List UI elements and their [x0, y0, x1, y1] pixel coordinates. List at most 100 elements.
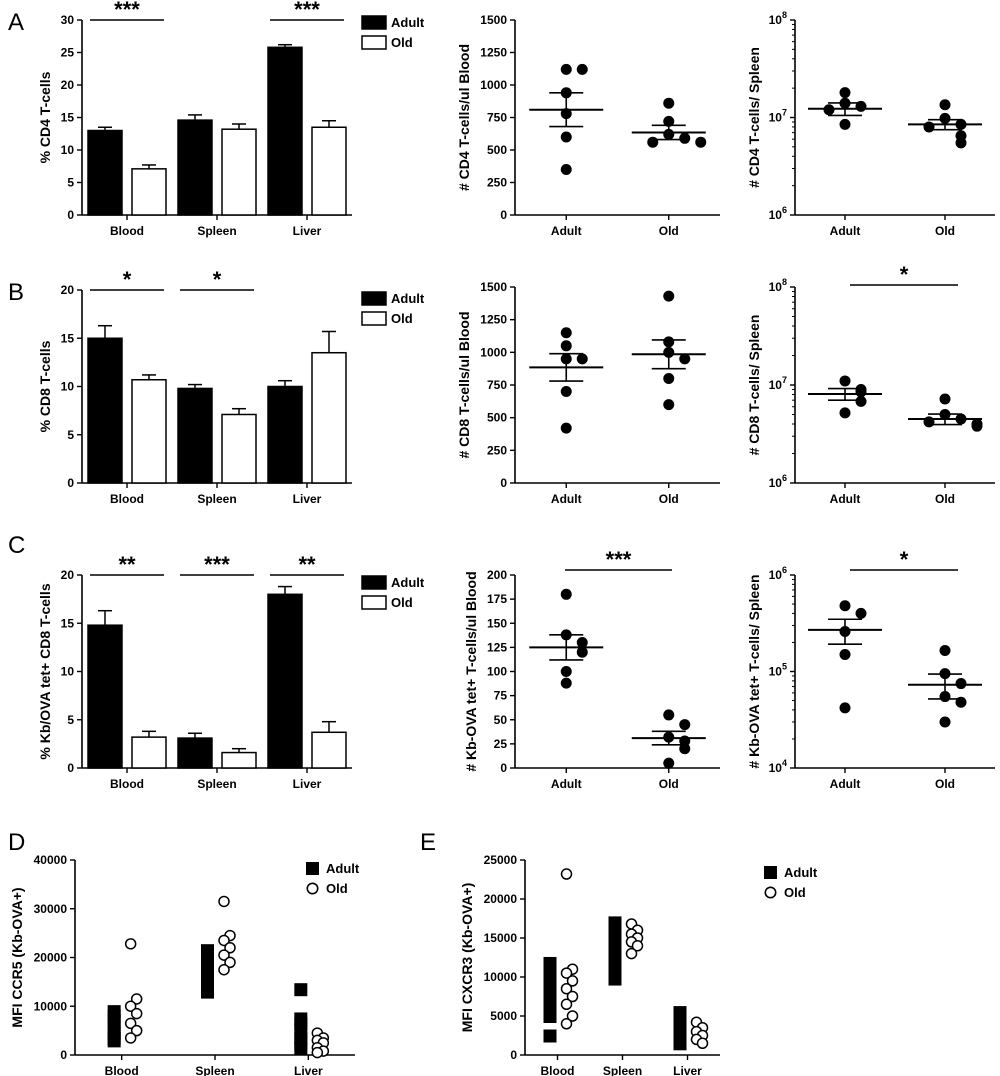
data-point: [560, 340, 572, 352]
y-tick-label: 10: [61, 380, 75, 394]
data-point: [663, 709, 675, 721]
bar-old: [311, 351, 347, 484]
legend-label: Old: [391, 311, 413, 326]
y-tick-label: 10000: [484, 970, 518, 984]
data-point-old: [130, 993, 143, 1005]
y-tick-label: 0: [500, 476, 507, 490]
chart-B2: 0 250 500 750 1000 1250 1500 # CD8 T-cells/ul B…: [456, 280, 720, 506]
significance-stars: **: [118, 552, 136, 577]
y-tick-label: 1500: [480, 280, 507, 294]
data-point-old: [218, 934, 230, 947]
legend: Adult Old: [306, 861, 360, 896]
data-point-adult: [608, 972, 622, 986]
data-point-old: [311, 1046, 324, 1059]
panel-label: A: [8, 9, 24, 36]
x-tick-label: Spleen: [603, 1064, 642, 1076]
chart-A2: 0 250 500 750 1000 1250 1500 # CD4 T-cells/ul B…: [456, 13, 720, 238]
y-tick-label: 750: [487, 378, 507, 392]
data-point: [560, 386, 572, 398]
legend-swatch-adult: [361, 15, 387, 30]
data-point: [839, 702, 851, 714]
y-tick-label: 10000: [34, 999, 68, 1013]
x-tick-label: Blood: [110, 777, 144, 791]
y-tick-label: 500: [487, 411, 507, 425]
x-tick-label: Adult: [551, 777, 582, 791]
x-tick-label: Spleen: [197, 224, 236, 238]
bar-adult: [177, 387, 213, 484]
y-tick-label: 106: [769, 473, 787, 490]
y-axis-title: % Kb/OVA tet+ CD8 T-cells: [37, 583, 53, 759]
x-tick-label: Blood: [110, 224, 144, 238]
data-point: [839, 407, 851, 419]
y-tick-label: 30: [61, 13, 75, 27]
y-tick-label: 5000: [490, 1009, 517, 1023]
y-tick-label: 5: [67, 176, 74, 190]
y-tick-label: 10: [61, 665, 75, 679]
legend-label: Old: [784, 885, 806, 900]
bar-old: [221, 413, 257, 484]
data-point-old: [218, 895, 230, 908]
data-point: [939, 393, 951, 405]
bar-old: [131, 736, 167, 769]
bar-old: [311, 126, 347, 216]
data-point: [823, 104, 835, 116]
y-tick-label: 107: [769, 108, 787, 125]
data-point: [560, 164, 572, 175]
y-tick-label: 750: [487, 111, 507, 125]
data-point: [923, 121, 935, 133]
data-point: [576, 63, 588, 75]
x-tick-label: Liver: [673, 1064, 702, 1076]
data-point: [679, 353, 691, 365]
data-point-old: [566, 1010, 579, 1022]
data-point: [663, 757, 675, 769]
bar-old: [221, 751, 257, 769]
chart-C1: C 0 5 10 15 20 % Kb/OVA tet+ CD8 T-cells Blood S…: [8, 532, 425, 791]
data-point-old: [560, 998, 573, 1011]
data-point: [663, 399, 675, 411]
y-axis-title: # CD8 T-cells/ul Blood: [456, 311, 472, 458]
data-point: [663, 372, 675, 384]
x-tick-label: Old: [935, 492, 955, 506]
y-tick-label: 0: [67, 761, 74, 775]
data-point: [939, 99, 951, 111]
panel-label: B: [8, 279, 24, 306]
x-tick-label: Old: [935, 777, 955, 791]
y-tick-label: 20: [61, 568, 75, 582]
y-tick-label: 250: [487, 176, 507, 190]
data-point: [560, 588, 572, 600]
y-tick-label: 0: [60, 1048, 67, 1062]
y-tick-label: 20: [61, 283, 75, 297]
legend: Adult Old: [361, 15, 425, 50]
y-tick-label: 15: [61, 111, 75, 125]
y-axis-title: % CD8 T-cells: [37, 340, 53, 432]
legend-swatch-old: [361, 35, 387, 50]
y-axis-title: # CD8 T-cells/ Spleen: [746, 315, 762, 456]
data-point: [663, 97, 675, 109]
data-point: [576, 353, 588, 365]
significance-stars: *: [213, 267, 222, 292]
legend-label: Adult: [391, 575, 425, 590]
legend-label: Old: [391, 35, 413, 50]
significance-stars: *: [900, 547, 909, 572]
y-tick-label: 106: [769, 205, 787, 222]
legend-marker-adult: [306, 862, 319, 875]
bar-old: [221, 128, 257, 216]
y-tick-label: 15000: [484, 931, 518, 945]
bar-adult: [87, 624, 123, 769]
y-tick-label: 200: [487, 568, 507, 582]
y-tick-label: 1000: [480, 78, 507, 92]
bar-adult: [267, 593, 303, 769]
y-tick-label: 0: [67, 208, 74, 222]
data-point-old: [560, 868, 573, 880]
data-point: [839, 600, 851, 612]
x-tick-label: Adult: [830, 777, 861, 791]
y-tick-label: 1000: [480, 345, 507, 359]
chart-B1: B 0 5 10 15 20 % CD8 T-cells Blood Spleen Liver * *…: [8, 267, 425, 506]
data-point: [663, 290, 675, 302]
x-tick-label: Old: [659, 777, 679, 791]
legend-marker-old: [306, 882, 319, 895]
bar-adult: [87, 337, 123, 484]
y-tick-label: 0: [500, 761, 507, 775]
y-tick-label: 25000: [484, 853, 518, 867]
chart-D: D 0 10000 20000 30000 40000 MFI CCR5 (Kb-OVA+)…: [8, 829, 360, 1076]
